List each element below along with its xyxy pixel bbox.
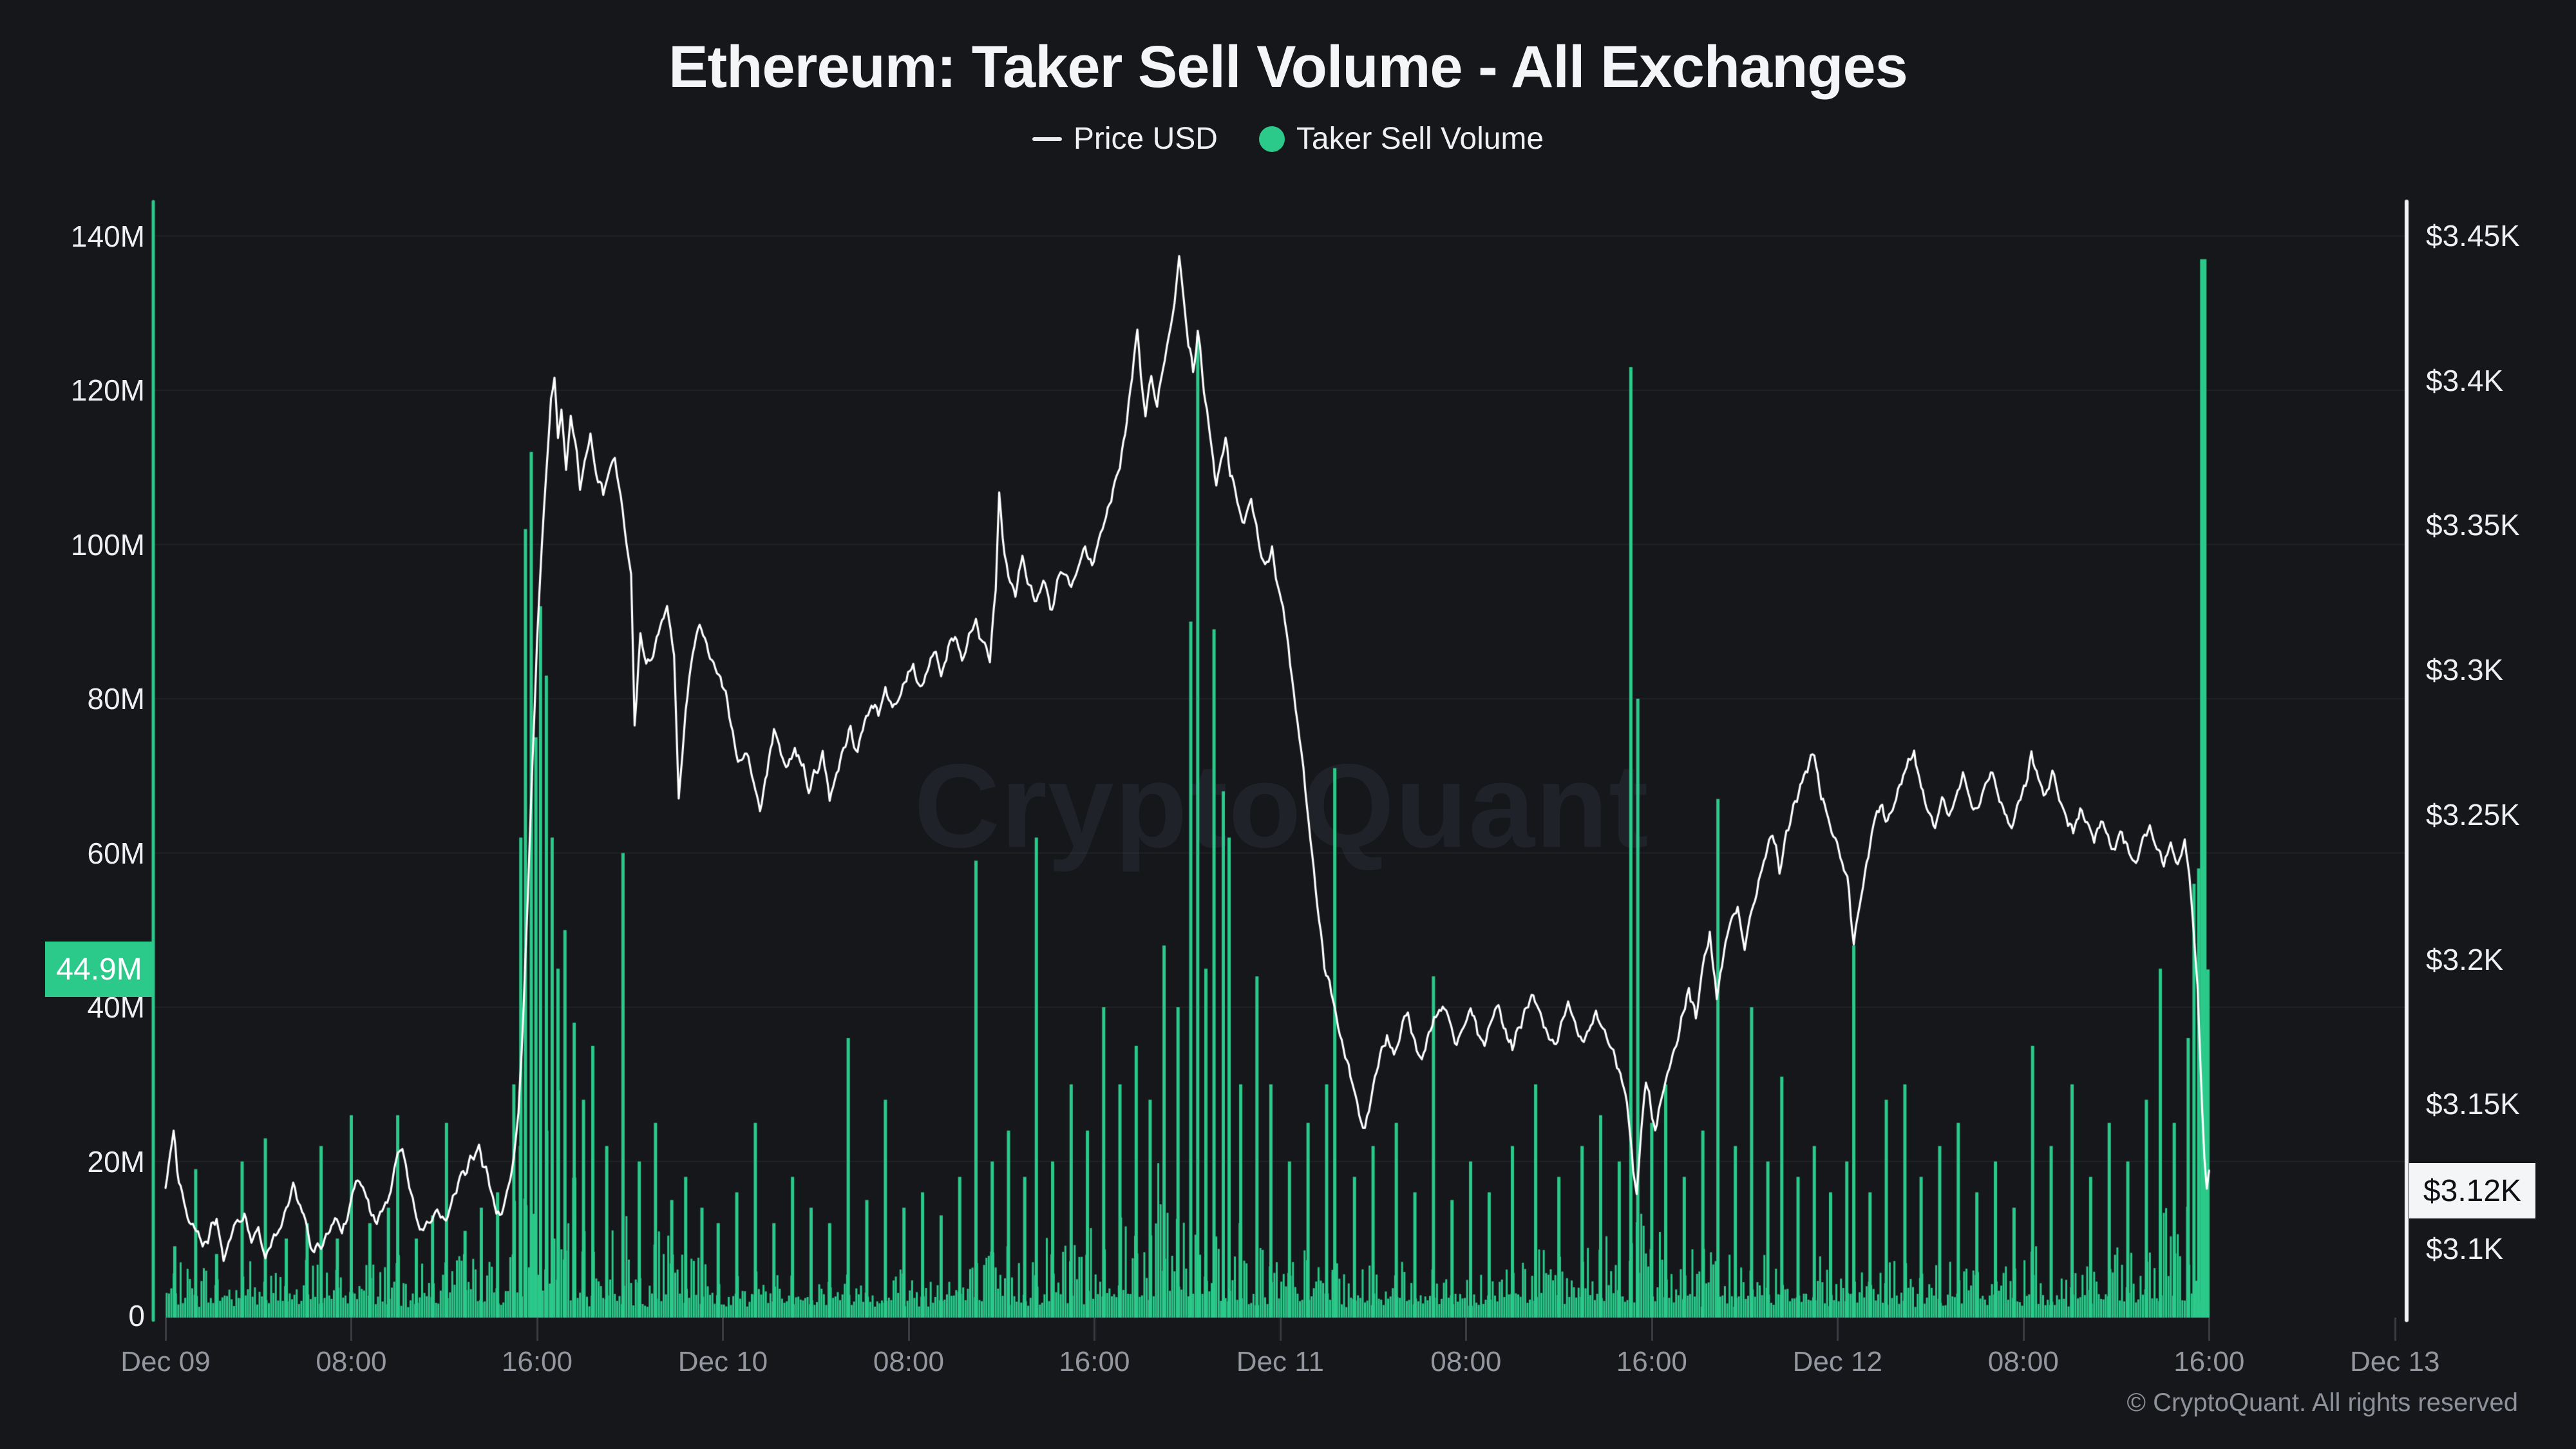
time-axis-tick: Dec 09 — [120, 1346, 211, 1378]
price-axis-tick: $3.3K — [2426, 653, 2504, 687]
time-axis-tickmark — [165, 1318, 167, 1341]
volume-axis-tick: 0 — [128, 1299, 145, 1332]
volume-axis-tick: 60M — [87, 836, 145, 870]
volume-axis-tick: 100M — [70, 527, 145, 562]
time-axis-tickmark — [722, 1318, 724, 1341]
volume-axis-tick: 40M — [87, 990, 145, 1024]
volume-axis-tick: 140M — [70, 219, 145, 253]
price-axis-tick: $3.45K — [2426, 219, 2520, 252]
volume-axis-tick: 20M — [87, 1144, 145, 1179]
time-axis-tick: 16:00 — [1059, 1346, 1130, 1378]
time-axis-tickmark — [1094, 1318, 1096, 1341]
time-axis-tick: 08:00 — [873, 1346, 944, 1378]
time-axis-tick: 16:00 — [501, 1346, 573, 1378]
price-axis-tick: $3.2K — [2426, 942, 2504, 976]
time-axis-tick: Dec 13 — [2350, 1346, 2440, 1378]
time-axis-tickmark — [1465, 1318, 1468, 1341]
price-axis-tick: $3.35K — [2426, 508, 2520, 542]
price-axis-tick: $3.1K — [2426, 1232, 2504, 1265]
time-axis-tickmark — [1651, 1318, 1653, 1341]
time-axis-tickmark — [1837, 1318, 1839, 1341]
time-axis-tick: Dec 12 — [1792, 1346, 1883, 1378]
time-axis-tickmark — [536, 1318, 538, 1341]
price-axis-tick: $3.15K — [2426, 1087, 2520, 1121]
time-axis-tick: 08:00 — [316, 1346, 387, 1378]
time-axis-tick: 16:00 — [2174, 1346, 2245, 1378]
time-axis-tickmark — [907, 1318, 910, 1341]
time-axis-tick: Dec 10 — [677, 1346, 768, 1378]
time-axis-tick: Dec 11 — [1236, 1346, 1324, 1378]
time-axis-tickmark — [2208, 1318, 2211, 1341]
time-axis-tick: 08:00 — [1430, 1346, 1502, 1378]
time-axis-tickmark — [2022, 1318, 2025, 1341]
price-axis-tick: $3.25K — [2426, 797, 2520, 831]
time-axis-tickmark — [1279, 1318, 1282, 1341]
latest-price-badge: $3.12K — [2409, 1163, 2535, 1219]
price-axis-tick: $3.4K — [2426, 363, 2504, 397]
latest-volume-badge: 44.9M — [45, 942, 153, 998]
time-axis-tick: 16:00 — [1616, 1346, 1687, 1378]
volume-axis-tick: 120M — [70, 374, 145, 407]
volume-axis-tick: 80M — [87, 682, 145, 715]
time-axis-tickmark — [350, 1318, 353, 1341]
time-axis-tick: 08:00 — [1987, 1346, 2059, 1378]
time-axis-tickmark — [2394, 1318, 2396, 1341]
copyright-notice: © CryptoQuant. All rights reserved — [2126, 1388, 2519, 1417]
